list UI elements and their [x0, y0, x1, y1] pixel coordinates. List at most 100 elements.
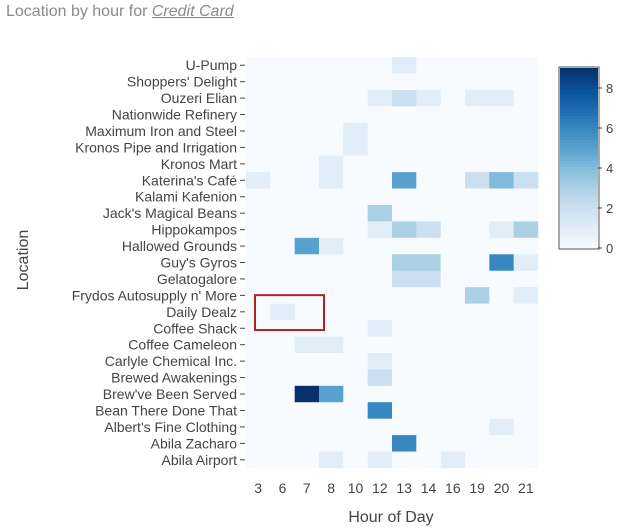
heatmap-cell[interactable]	[489, 352, 514, 370]
heatmap-cell[interactable]	[294, 188, 320, 206]
heatmap-cell[interactable]	[465, 106, 490, 124]
heatmap-cell[interactable]	[294, 155, 320, 173]
heatmap-cell[interactable]	[416, 402, 441, 419]
heatmap-cell[interactable]	[513, 320, 539, 337]
heatmap-cell[interactable]	[294, 352, 320, 370]
heatmap-cell[interactable]	[319, 139, 344, 156]
heatmap-cell[interactable]	[440, 106, 466, 124]
heatmap-cell[interactable]	[465, 89, 490, 107]
heatmap-cell[interactable]	[367, 172, 393, 189]
heatmap-cell[interactable]	[489, 139, 514, 156]
heatmap-cell[interactable]	[246, 418, 271, 436]
heatmap-cell[interactable]	[440, 402, 466, 419]
heatmap-cell[interactable]	[246, 402, 271, 419]
heatmap-cell[interactable]	[392, 89, 417, 107]
heatmap-cell[interactable]	[465, 139, 490, 156]
heatmap-cell[interactable]	[489, 418, 514, 436]
heatmap-cell[interactable]	[440, 139, 466, 156]
heatmap-cell[interactable]	[319, 451, 344, 469]
heatmap-cell[interactable]	[319, 188, 344, 206]
heatmap-cell[interactable]	[440, 287, 466, 304]
heatmap-cell[interactable]	[513, 204, 539, 222]
heatmap-cell[interactable]	[343, 122, 368, 140]
heatmap-cell[interactable]	[440, 57, 466, 74]
heatmap-cell[interactable]	[513, 106, 539, 124]
heatmap-cell[interactable]	[367, 369, 393, 387]
heatmap-cell[interactable]	[465, 204, 490, 222]
heatmap-cell[interactable]	[513, 188, 539, 206]
heatmap-cell[interactable]	[392, 73, 417, 91]
heatmap-cell[interactable]	[440, 122, 466, 140]
heatmap-cell[interactable]	[270, 336, 295, 354]
heatmap-cell[interactable]	[416, 435, 441, 452]
heatmap-cell[interactable]	[270, 89, 295, 107]
heatmap-cell[interactable]	[343, 435, 368, 452]
heatmap-cell[interactable]	[343, 336, 368, 354]
heatmap-cell[interactable]	[513, 73, 539, 91]
heatmap-cell[interactable]	[513, 451, 539, 469]
heatmap-cell[interactable]	[246, 352, 271, 370]
heatmap-cell[interactable]	[319, 73, 344, 91]
heatmap-cell[interactable]	[343, 451, 368, 469]
heatmap-cell[interactable]	[343, 237, 368, 255]
heatmap-cell[interactable]	[440, 89, 466, 107]
heatmap-cell[interactable]	[343, 385, 368, 403]
heatmap-cell[interactable]	[440, 155, 466, 173]
heatmap-cell[interactable]	[489, 270, 514, 288]
heatmap-cell[interactable]	[489, 303, 514, 321]
heatmap-cell[interactable]	[246, 188, 271, 206]
heatmap-cell[interactable]	[440, 418, 466, 436]
heatmap-cell[interactable]	[513, 352, 539, 370]
heatmap-cell[interactable]	[392, 320, 417, 337]
heatmap-cell[interactable]	[416, 89, 441, 107]
heatmap-cell[interactable]	[513, 139, 539, 156]
heatmap-cell[interactable]	[416, 352, 441, 370]
heatmap-cell[interactable]	[367, 254, 393, 272]
heatmap-cell[interactable]	[246, 385, 271, 403]
heatmap-cell[interactable]	[270, 122, 295, 140]
heatmap-cell[interactable]	[270, 352, 295, 370]
heatmap-cell[interactable]	[246, 451, 271, 469]
heatmap-cell[interactable]	[392, 369, 417, 387]
heatmap-cell[interactable]	[440, 369, 466, 387]
heatmap-cell[interactable]	[489, 435, 514, 452]
heatmap-cell[interactable]	[465, 188, 490, 206]
heatmap-cell[interactable]	[416, 237, 441, 255]
heatmap-cell[interactable]	[465, 172, 490, 189]
heatmap-cell[interactable]	[343, 254, 368, 272]
heatmap-cell[interactable]	[343, 402, 368, 419]
heatmap-cell[interactable]	[367, 73, 393, 91]
heatmap-cell[interactable]	[392, 172, 417, 189]
heatmap-cell[interactable]	[416, 270, 441, 288]
heatmap-cell[interactable]	[319, 237, 344, 255]
heatmap-cell[interactable]	[489, 320, 514, 337]
heatmap-cell[interactable]	[489, 89, 514, 107]
heatmap-cell[interactable]	[343, 369, 368, 387]
heatmap-cell[interactable]	[392, 155, 417, 173]
heatmap-cell[interactable]	[489, 204, 514, 222]
heatmap-cell[interactable]	[392, 106, 417, 124]
heatmap-cell[interactable]	[489, 287, 514, 304]
heatmap-cell[interactable]	[416, 221, 441, 239]
heatmap-cell[interactable]	[294, 57, 320, 74]
heatmap-cell[interactable]	[270, 303, 295, 321]
heatmap-cell[interactable]	[513, 122, 539, 140]
heatmap-cell[interactable]	[416, 336, 441, 354]
heatmap-cell[interactable]	[367, 106, 393, 124]
heatmap-cell[interactable]	[270, 204, 295, 222]
heatmap-cell[interactable]	[489, 188, 514, 206]
heatmap-cell[interactable]	[513, 270, 539, 288]
heatmap-cell[interactable]	[246, 122, 271, 140]
heatmap-cell[interactable]	[440, 204, 466, 222]
heatmap-cell[interactable]	[270, 172, 295, 189]
heatmap-cell[interactable]	[343, 270, 368, 288]
heatmap-cell[interactable]	[343, 139, 368, 156]
heatmap-cell[interactable]	[440, 336, 466, 354]
heatmap-cell[interactable]	[294, 172, 320, 189]
heatmap-cell[interactable]	[319, 418, 344, 436]
heatmap-cell[interactable]	[319, 270, 344, 288]
heatmap-cell[interactable]	[246, 89, 271, 107]
heatmap-cell[interactable]	[513, 369, 539, 387]
heatmap-cell[interactable]	[367, 418, 393, 436]
heatmap-cell[interactable]	[319, 320, 344, 337]
